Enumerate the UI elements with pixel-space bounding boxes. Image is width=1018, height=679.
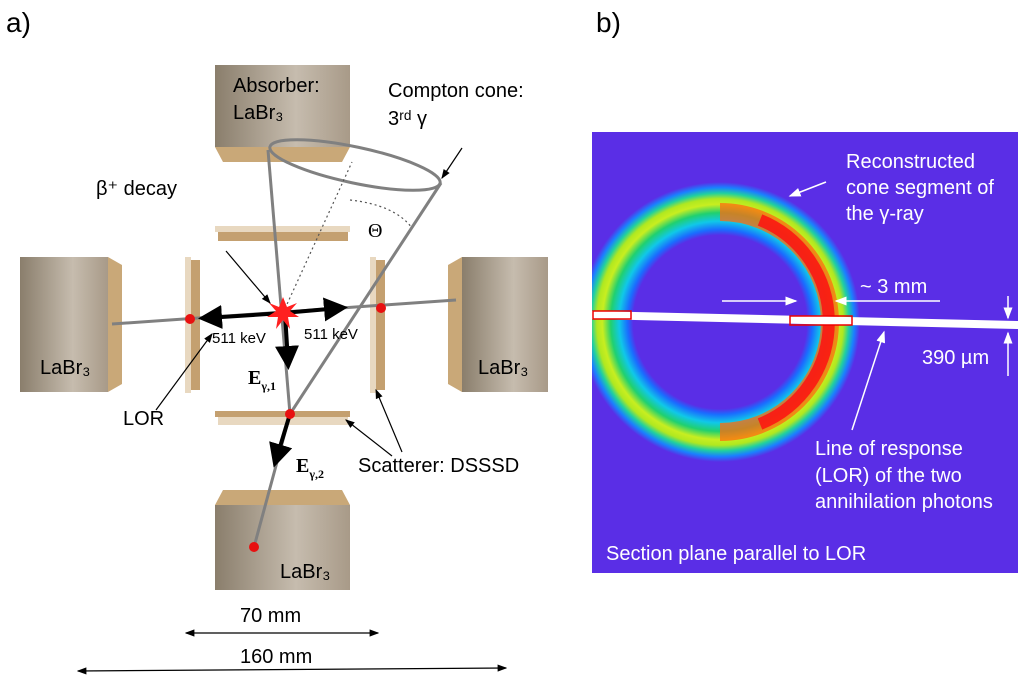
label: the γ-ray [846, 203, 924, 225]
label: 160 mm [240, 646, 312, 668]
panel-label: b) [596, 7, 621, 38]
reconstruction-image [592, 132, 1018, 573]
label: LaBr₃ [233, 102, 283, 124]
label: Absorber: [233, 75, 320, 97]
label: β⁺ decay [96, 178, 177, 200]
label: LaBr₃ [280, 561, 330, 583]
label: Θ [368, 220, 382, 242]
label: 511 keV [304, 326, 358, 343]
label: Scatterer: DSSSD [358, 455, 519, 477]
label: annihilation photons [815, 491, 993, 513]
label: 390 µm [922, 347, 989, 369]
label: Compton cone: [388, 80, 524, 102]
label: Section plane parallel to LOR [606, 543, 866, 565]
label: 3ʳᵈ γ [388, 108, 427, 130]
label: Line of response [815, 438, 963, 460]
label: LaBr₃ [478, 357, 528, 379]
label: Reconstructed [846, 151, 975, 173]
tracks [76, 138, 508, 675]
label: LaBr₃ [40, 357, 90, 379]
label: 70 mm [240, 605, 301, 627]
label: 511 keV [212, 330, 266, 347]
label: ~ 3 mm [860, 276, 927, 298]
label: (LOR) of the two [815, 465, 962, 487]
panel-label: a) [6, 7, 31, 38]
label: cone segment of [846, 177, 994, 199]
label: LOR [123, 408, 164, 430]
label: Eγ,1 [248, 367, 276, 393]
label: Eγ,2 [296, 455, 324, 481]
